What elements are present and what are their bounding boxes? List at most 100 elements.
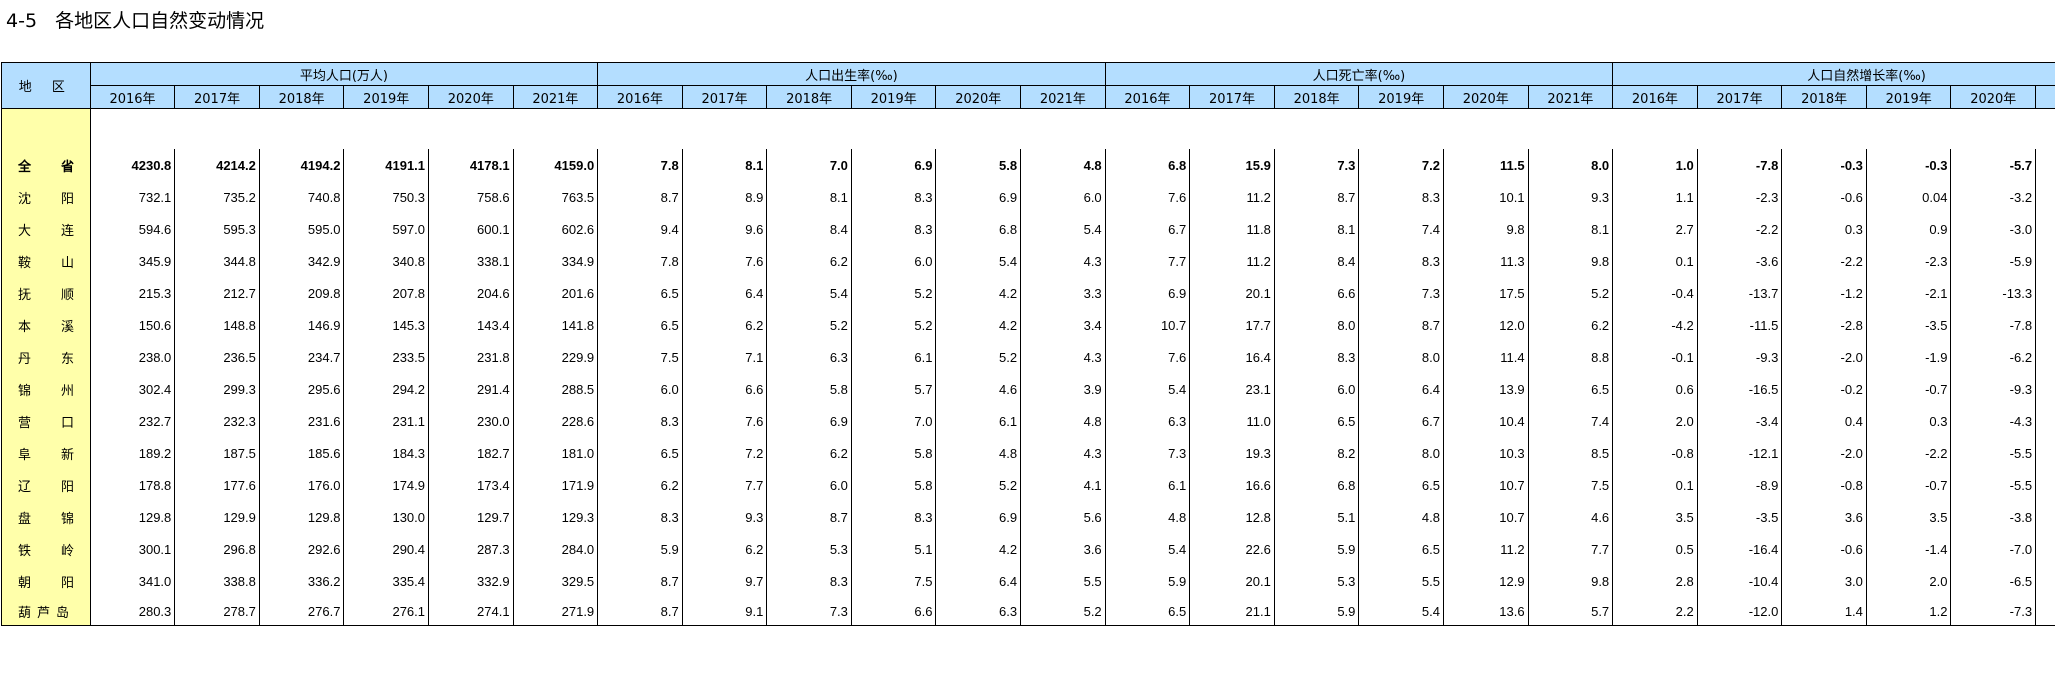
value-cell: -2.8 bbox=[1781, 309, 1867, 341]
year-header: 2019年 bbox=[850, 85, 937, 109]
value-cell: 271.9 bbox=[512, 597, 599, 626]
value-cell: 6.9 bbox=[766, 405, 852, 437]
value-cell: 3.9 bbox=[1020, 373, 1106, 405]
value-cell: 740.8 bbox=[258, 181, 345, 213]
value-cell: 129.9 bbox=[174, 501, 260, 533]
region-cell: 大连 bbox=[1, 213, 91, 245]
region-cell: 丹东 bbox=[1, 341, 91, 373]
value-cell: 7.6 bbox=[1104, 181, 1191, 213]
table-row: 阜新189.2187.5185.6184.3182.7181.06.57.26.… bbox=[1, 437, 2055, 469]
table-row: 锦州302.4299.3295.6294.2291.4288.56.06.65.… bbox=[1, 373, 2055, 405]
value-cell: 129.8 bbox=[89, 501, 176, 533]
value-cell: 6.5 bbox=[597, 277, 683, 309]
value-cell: 750.3 bbox=[343, 181, 430, 213]
year-header: 2020年 bbox=[1442, 85, 1529, 109]
table-row: 盘锦129.8129.9129.8130.0129.7129.38.39.38.… bbox=[1, 501, 2055, 533]
value-cell: -7.3 bbox=[1950, 597, 2037, 626]
page-title: 4-5 各地区人口自然变动情况 bbox=[6, 10, 265, 32]
value-cell: -3.8 bbox=[1950, 501, 2037, 533]
value-cell: -12.0 bbox=[1696, 597, 1783, 626]
value-cell: 10.7 bbox=[1104, 309, 1191, 341]
value-cell: 15.9 bbox=[1189, 149, 1275, 181]
value-cell: 10.1 bbox=[1442, 181, 1529, 213]
value-cell: 2.8 bbox=[1612, 565, 1698, 597]
table-row: 朝阳341.0338.8336.2335.4332.9329.58.79.78.… bbox=[1, 565, 2055, 597]
value-cell: 600.1 bbox=[428, 213, 514, 245]
value-cell: -1.2 bbox=[1781, 277, 1867, 309]
value-cell: 8.3 bbox=[1358, 181, 1444, 213]
value-cell: 292.6 bbox=[258, 533, 345, 565]
value-cell: 21.1 bbox=[1189, 597, 1275, 626]
value-cell: 0.4 bbox=[1781, 405, 1867, 437]
table-row: 大连594.6595.3595.0597.0600.1602.69.49.68.… bbox=[1, 213, 2055, 245]
region-cell: 辽阳 bbox=[1, 469, 91, 501]
value-cell: -2.0 bbox=[1781, 341, 1867, 373]
value-cell: 11.2 bbox=[1189, 245, 1275, 277]
value-cell: 0.04 bbox=[1865, 181, 1952, 213]
value-cell: 8.2 bbox=[1273, 437, 1360, 469]
value-cell: 6.2 bbox=[766, 437, 852, 469]
region-cell: 营口 bbox=[1, 405, 91, 437]
value-cell: 4178.1 bbox=[428, 149, 514, 181]
value-cell: -5.5 bbox=[1950, 437, 2037, 469]
value-cell: 4.8 bbox=[935, 437, 1022, 469]
value-cell: -13.3 bbox=[1950, 277, 2037, 309]
value-cell: -6.2 bbox=[1950, 341, 2037, 373]
value-cell: 4.2 bbox=[935, 309, 1022, 341]
value-cell: 5.3 bbox=[766, 533, 852, 565]
value-cell: -4.2 bbox=[1612, 309, 1698, 341]
value-cell: 8.7 bbox=[1358, 309, 1444, 341]
value-cell: 238.0 bbox=[89, 341, 176, 373]
value-cell: 5.2 bbox=[850, 309, 937, 341]
value-cell: 4230.8 bbox=[89, 149, 176, 181]
value-cell: -13.7 bbox=[1696, 277, 1783, 309]
value-cell: -0.7 bbox=[1865, 469, 1952, 501]
data-table: 地 区 平均人口(万人) 人口出生率(‰) 人口死亡率(‰) 人口自然增长率(‰… bbox=[1, 62, 2055, 626]
value-cell: 7.0 bbox=[850, 405, 937, 437]
value-cell: 232.7 bbox=[89, 405, 176, 437]
value-cell: 10.7 bbox=[1442, 501, 1529, 533]
region-cell: 鞍山 bbox=[1, 245, 91, 277]
value-cell: 8.1 bbox=[681, 149, 768, 181]
value-cell: 8.1 bbox=[1273, 213, 1360, 245]
value-cell: 8.3 bbox=[766, 565, 852, 597]
value-cell: 229.9 bbox=[512, 341, 599, 373]
value-cell: 4.6 bbox=[1527, 501, 1614, 533]
value-cell: 13.9 bbox=[1442, 373, 1529, 405]
value-cell: -3.5 bbox=[1696, 501, 1783, 533]
value-cell: 300.1 bbox=[89, 533, 176, 565]
value-cell: 4.1 bbox=[1020, 469, 1106, 501]
table-row: 铁岭300.1296.8292.6290.4287.3284.05.96.25.… bbox=[1, 533, 2055, 565]
year-header: 2017年 bbox=[174, 85, 260, 109]
value-cell: 5.4 bbox=[1104, 533, 1191, 565]
value-cell: 7.3 bbox=[766, 597, 852, 626]
value-cell: 6.3 bbox=[766, 341, 852, 373]
value-cell: 228.6 bbox=[512, 405, 599, 437]
value-cell: 7.3 bbox=[1273, 149, 1360, 181]
value-cell: -2.3 bbox=[1865, 245, 1952, 277]
value-cell: 10.7 bbox=[1442, 469, 1529, 501]
value-cell: 5.3 bbox=[1273, 565, 1360, 597]
value-cell: 184.3 bbox=[343, 437, 430, 469]
value-cell: 230.0 bbox=[428, 405, 514, 437]
value-cell: 231.1 bbox=[343, 405, 430, 437]
value-cell: 341.0 bbox=[89, 565, 176, 597]
value-cell: 763.5 bbox=[512, 181, 599, 213]
value-cell: 13.6 bbox=[1442, 597, 1529, 626]
value-cell: 3.0 bbox=[1781, 565, 1867, 597]
value-cell: 5.4 bbox=[1104, 373, 1191, 405]
value-cell: -2.8 bbox=[2035, 309, 2055, 341]
table-header: 地 区 平均人口(万人) 人口出生率(‰) 人口死亡率(‰) 人口自然增长率(‰… bbox=[1, 62, 2055, 109]
value-cell: 12.9 bbox=[1442, 565, 1529, 597]
year-header: 2016年 bbox=[1612, 85, 1698, 109]
value-cell: 5.5 bbox=[1358, 565, 1444, 597]
year-header: 2021年 bbox=[512, 85, 599, 109]
value-cell: 5.9 bbox=[597, 533, 683, 565]
value-cell: 278.7 bbox=[174, 597, 260, 626]
value-cell: 181.0 bbox=[512, 437, 599, 469]
value-cell: 148.8 bbox=[174, 309, 260, 341]
value-cell: 143.4 bbox=[428, 309, 514, 341]
year-header: 2021年 bbox=[1020, 85, 1106, 109]
value-cell: 3.5 bbox=[1612, 501, 1698, 533]
value-cell: 6.8 bbox=[935, 213, 1022, 245]
